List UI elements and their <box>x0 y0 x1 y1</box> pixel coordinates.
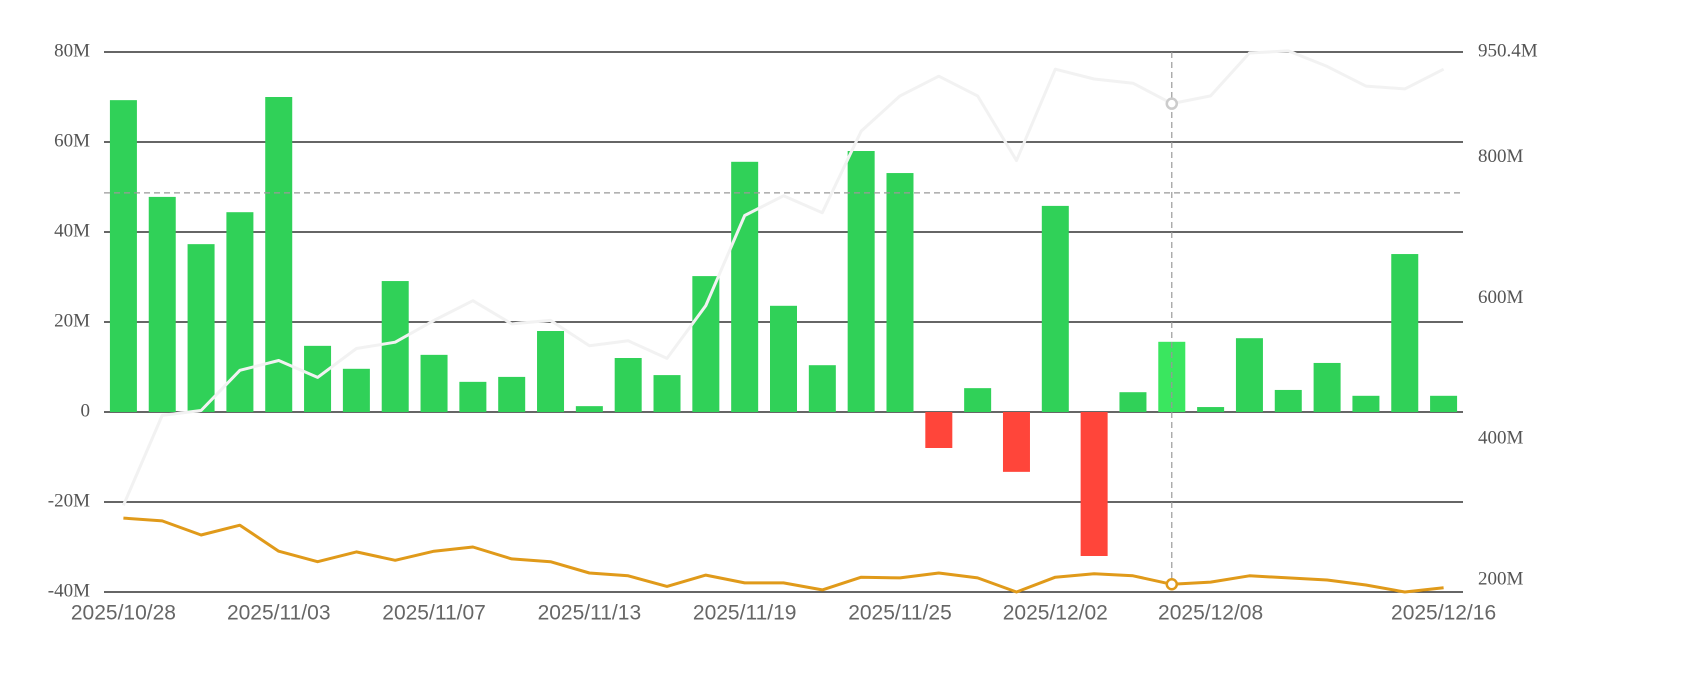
x-tick-label: 2025/10/28 <box>71 602 176 625</box>
bar <box>1313 362 1341 412</box>
bar <box>614 358 642 412</box>
bar <box>1041 205 1069 412</box>
bar <box>770 305 797 412</box>
y2-tick-label: 800M <box>1478 146 1524 167</box>
bar <box>575 406 603 412</box>
bar <box>808 365 836 412</box>
y2-tick-label: 600M <box>1478 287 1524 308</box>
bar <box>731 161 759 412</box>
y-tick-label: 20M <box>54 310 90 331</box>
bar <box>459 381 487 412</box>
bar <box>109 100 137 413</box>
x-tick-label: 2025/11/13 <box>538 602 642 625</box>
bar <box>847 151 875 412</box>
line-series <box>123 516 1444 594</box>
bar <box>1197 407 1225 412</box>
y-tick-label: 40M <box>54 220 90 241</box>
y2-tick-label: 200M <box>1478 568 1524 589</box>
bar <box>1119 392 1147 412</box>
y-tick-label: 80M <box>54 40 90 61</box>
x-tick-label: 2025/11/07 <box>382 602 486 625</box>
y-tick-label: -40M <box>48 580 90 601</box>
bar <box>1235 338 1263 412</box>
hover-point <box>1165 97 1179 110</box>
bar <box>1080 412 1108 556</box>
bar <box>381 281 409 412</box>
x-tick-label: 2025/12/08 <box>1158 602 1263 625</box>
bar <box>1002 412 1030 472</box>
y-tick-label: -20M <box>48 490 90 511</box>
y2-tick-label: 400M <box>1478 428 1524 449</box>
bar <box>148 196 176 412</box>
line-series <box>122 49 1445 506</box>
x-tick-label: 2025/12/16 <box>1391 602 1496 625</box>
bar <box>342 368 370 412</box>
bar <box>420 354 448 412</box>
x-tick-label: 2025/11/25 <box>848 602 952 625</box>
y-tick-label: 60M <box>54 130 90 151</box>
bar <box>964 388 992 412</box>
bar <box>1352 395 1380 412</box>
bar <box>1274 389 1302 412</box>
x-tick-label: 2025/12/02 <box>1003 602 1108 625</box>
bar <box>304 345 332 412</box>
bar <box>498 376 526 412</box>
bar <box>886 173 914 412</box>
bar <box>1430 395 1458 412</box>
x-tick-label: 2025/11/03 <box>227 602 331 625</box>
bar <box>692 276 720 412</box>
hover-point <box>1165 578 1179 591</box>
bar <box>537 331 565 412</box>
y-tick-label: 0 <box>81 400 91 421</box>
bar <box>1391 254 1419 412</box>
bar <box>187 244 215 412</box>
x-tick-label: 2025/11/19 <box>693 602 797 625</box>
y2-tick-label: 950.4M <box>1478 40 1538 61</box>
bar <box>653 375 681 412</box>
bar <box>925 412 953 448</box>
